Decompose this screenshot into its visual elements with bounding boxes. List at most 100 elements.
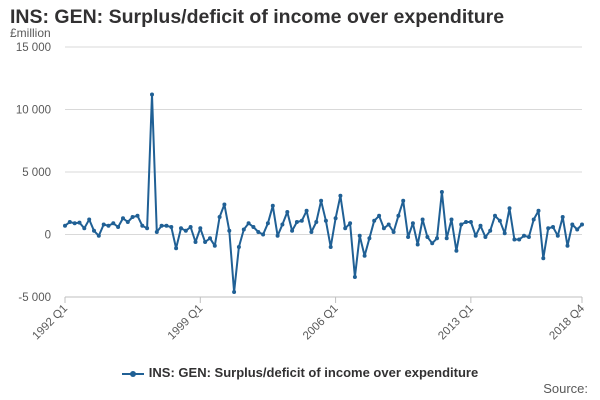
- data-point: [208, 236, 212, 241]
- data-point: [96, 233, 101, 238]
- data-point: [580, 222, 584, 227]
- data-point: [570, 222, 575, 227]
- data-point: [333, 216, 338, 221]
- series-layer: [63, 92, 584, 294]
- data-point: [565, 243, 570, 248]
- x-tick-label: 1992 Q1: [30, 303, 70, 343]
- data-point: [526, 235, 531, 239]
- data-point: [67, 220, 72, 224]
- data-point: [386, 222, 391, 227]
- data-point: [319, 198, 324, 203]
- x-tick-label: 2006 Q1: [301, 303, 341, 343]
- data-point: [357, 233, 362, 238]
- data-point: [430, 241, 435, 246]
- data-point: [468, 220, 473, 224]
- data-point: [294, 220, 299, 224]
- data-point: [270, 203, 275, 208]
- data-point: [304, 208, 309, 213]
- data-point: [275, 233, 280, 238]
- data-point: [439, 190, 444, 194]
- data-point: [198, 226, 203, 231]
- data-point: [145, 226, 150, 231]
- data-point: [551, 225, 555, 229]
- data-point: [299, 218, 304, 223]
- data-point: [497, 218, 502, 223]
- data-point: [121, 216, 125, 221]
- data-point: [483, 235, 488, 239]
- data-point: [179, 226, 183, 231]
- data-point: [502, 231, 507, 236]
- data-point: [420, 217, 425, 222]
- data-point: [381, 226, 386, 231]
- y-axis-unit-label: £million: [10, 26, 51, 40]
- legend-swatch: [121, 368, 144, 380]
- data-point: [406, 235, 411, 239]
- data-point: [444, 236, 449, 241]
- data-point: [246, 221, 251, 226]
- source-label: Source:: [543, 381, 588, 396]
- data-point: [188, 225, 193, 229]
- data-point: [328, 245, 333, 249]
- data-point: [367, 236, 372, 241]
- data-point: [507, 206, 512, 211]
- data-point: [236, 245, 241, 249]
- gridlines: [65, 46, 582, 298]
- data-point: [352, 275, 357, 279]
- data-point: [493, 213, 497, 218]
- x-tick-label: 2013 Q1: [436, 303, 476, 343]
- data-point: [92, 228, 96, 233]
- data-point: [343, 226, 348, 231]
- data-point: [232, 290, 237, 294]
- data-point: [362, 253, 367, 258]
- y-axis-ticks: -5 000 0 5 000 10 000 15 000: [16, 42, 51, 304]
- data-point: [261, 232, 266, 237]
- data-point: [449, 217, 454, 222]
- data-point: [285, 210, 290, 214]
- data-point: [222, 202, 227, 207]
- data-point: [478, 223, 483, 228]
- data-point: [560, 215, 565, 219]
- data-point: [415, 242, 420, 247]
- data-point: [135, 213, 140, 218]
- data-point: [575, 227, 580, 232]
- data-point: [391, 230, 396, 234]
- data-point: [323, 218, 328, 223]
- data-point: [203, 240, 208, 244]
- data-point: [140, 223, 145, 228]
- data-point: [125, 220, 130, 224]
- data-point: [106, 223, 111, 228]
- data-point: [464, 220, 468, 224]
- data-point: [555, 233, 560, 238]
- x-tick-label: 2018 Q4: [547, 302, 587, 342]
- y-tick-label: -5 000: [18, 292, 51, 304]
- data-point: [517, 237, 522, 242]
- data-point: [77, 220, 82, 225]
- data-point: [164, 223, 169, 228]
- data-point: [522, 233, 526, 238]
- data-point: [217, 215, 222, 219]
- chart-title: INS: GEN: Surplus/deficit of income over…: [10, 6, 505, 28]
- data-point: [251, 225, 256, 229]
- data-point: [459, 222, 464, 227]
- legend[interactable]: INS: GEN: Surplus/deficit of income over…: [0, 365, 600, 380]
- x-axis-ticks: 1992 Q1 1999 Q1 2006 Q1 2013 Q1 2018 Q4: [30, 297, 588, 343]
- data-point: [541, 256, 546, 261]
- data-point: [396, 213, 401, 218]
- data-point: [227, 228, 232, 233]
- data-point: [265, 221, 270, 226]
- data-point: [256, 230, 261, 234]
- data-point: [183, 228, 188, 233]
- data-point: [116, 225, 121, 229]
- data-point: [377, 213, 382, 218]
- data-point: [435, 236, 439, 241]
- data-point: [87, 217, 92, 222]
- data-point: [111, 221, 116, 226]
- data-point: [372, 218, 377, 223]
- series-line: [64, 93, 583, 293]
- y-tick-label: 15 000: [16, 42, 51, 54]
- data-point: [338, 193, 343, 198]
- data-point: [63, 223, 67, 228]
- data-point: [531, 217, 536, 222]
- y-tick-label: 0: [45, 230, 51, 242]
